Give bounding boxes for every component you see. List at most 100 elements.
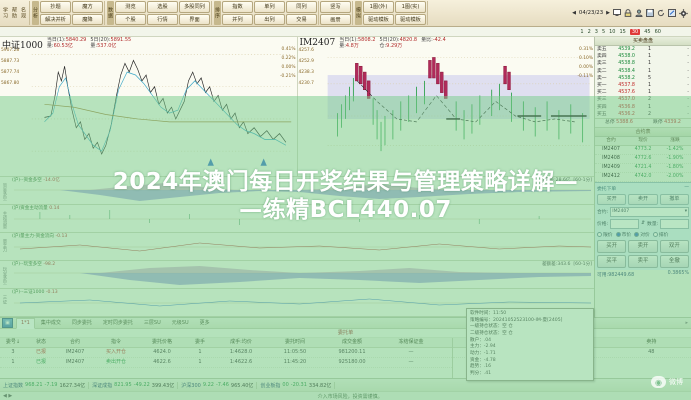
bottom-scrollbar[interactable]: ◀ ▶ 介入市场风险，投资需谨慎。 xyxy=(0,391,691,400)
refresh-icon[interactable] xyxy=(657,9,665,17)
order-mode-market[interactable]: 市价 xyxy=(615,231,631,238)
period-item-7[interactable]: 45 xyxy=(644,28,651,35)
period-item-1[interactable]: 2 xyxy=(587,28,591,35)
tab-overflow-icon[interactable]: ▸ xyxy=(685,320,688,326)
period-item-3[interactable]: 5 xyxy=(601,28,606,35)
period-item-4[interactable]: 10 xyxy=(609,28,616,35)
orderbook-bid-row[interactable]: 买五 4536.2 2- xyxy=(597,111,689,117)
order-panel-collapse-icon[interactable]: — xyxy=(684,184,689,190)
status-index-item[interactable]: 创业板指 00 -20.31 334.82亿 xyxy=(257,381,336,389)
main-area: 中证1000 当日(1):5840.29 量:60.53亿 5日(20):589… xyxy=(0,37,691,317)
toolbar-button-analysis-0[interactable]: 抄题 xyxy=(40,1,71,13)
sell-open-button[interactable]: 卖开 xyxy=(628,239,658,253)
toolbar-button-sort-1[interactable]: 并列 xyxy=(222,13,253,25)
window-icon[interactable] xyxy=(668,9,676,17)
order-tab-buy[interactable]: 买开 xyxy=(597,193,627,205)
tab-concentrated-trade[interactable]: 集中成交 xyxy=(40,319,61,326)
toolbar-button-sort-0[interactable]: 指数 xyxy=(222,1,253,13)
order-tab-cancel[interactable]: 撤单 xyxy=(659,193,689,205)
buy-open-button[interactable]: 买开 xyxy=(597,239,627,253)
toolbar-button-sim-2[interactable]: 1图(实) xyxy=(395,1,426,13)
grid-layout-icon[interactable]: ▣ xyxy=(2,318,13,328)
status-index-item[interactable]: 沪深300 9.22 -7.46 965.40亿 xyxy=(178,381,258,389)
save-icon[interactable] xyxy=(646,9,654,17)
toolbar-button-data-0[interactable]: 测览 xyxy=(115,1,146,13)
order-qty-input[interactable] xyxy=(660,218,689,229)
cancel-all-button[interactable]: 全撤 xyxy=(659,254,689,268)
period-item-8[interactable]: 60 xyxy=(654,28,661,35)
toolbar-button-analysis-1[interactable]: 解决并析 xyxy=(40,13,71,25)
tab-sync-order[interactable]: 同步委托 xyxy=(71,319,92,326)
date-prev-icon[interactable]: ◀ xyxy=(572,10,576,16)
quote-row[interactable]: IM2409 4721.4 -1.80% xyxy=(595,164,691,173)
scroll-left-icon[interactable]: ◀ ▶ xyxy=(3,393,13,399)
toolbar-vtext-1[interactable]: 帮助 xyxy=(11,7,17,19)
monitor-icon[interactable] xyxy=(613,9,621,17)
toolbar-button-sort-4[interactable]: 同列 xyxy=(286,1,317,13)
toolbar-button-sort-2[interactable]: 单列 xyxy=(254,1,285,13)
toolbar-button-sim-1[interactable]: 驱动模板 xyxy=(363,13,394,25)
tab-more[interactable]: 更多 xyxy=(199,319,210,326)
sub-panel-0[interactable]: 资金多空 (沪)--资金多空 -14.0亿 差额差:28.6亿 [60-1分] xyxy=(0,177,594,205)
toolbar-button-sim-3[interactable]: 驱动模板 xyxy=(395,13,426,25)
chevron-down-icon[interactable]: ▾ xyxy=(684,208,687,214)
quote-row[interactable]: IM2412 4742.0 -2.00% xyxy=(595,173,691,182)
order-contract-select[interactable]: IM2407 ▾ xyxy=(610,206,689,217)
toolbar-button-sim-0[interactable]: 1图(外) xyxy=(363,1,394,13)
orderbook-ask-row[interactable]: 卖三 4538.8 1- xyxy=(597,61,689,67)
sub-panel-1[interactable]: 主动流量 (沪)资金主动流量 0.14 xyxy=(0,205,594,233)
order-tab-sell[interactable]: 卖开 xyxy=(628,193,658,205)
orderbook-ask-row[interactable]: 卖一 4538.2 5- xyxy=(597,75,689,81)
gear-icon[interactable] xyxy=(679,9,688,18)
lock-icon[interactable] xyxy=(624,9,632,17)
tab-timed-sync-order[interactable]: 定时同步委托 xyxy=(102,319,133,326)
toolbar-vtext-2[interactable]: 名观 xyxy=(20,7,26,19)
tab-1x1[interactable]: 1*1 xyxy=(16,317,35,329)
order-mode-queue[interactable]: 排价 xyxy=(652,231,668,238)
sub-panel-2[interactable]: 量主力 (沪)量主力-资金流向 -0.13 xyxy=(0,233,594,261)
tab-meta-level[interactable]: 元级SU xyxy=(171,319,189,326)
toolbar-button-view-0[interactable]: 竖写 xyxy=(320,1,351,13)
period-item-selected[interactable]: 30 xyxy=(629,28,641,35)
orderbook-ask-row[interactable]: 卖二 4538.4 1- xyxy=(597,68,689,74)
orderbook-bid-row[interactable]: 买一 4537.8 1- xyxy=(597,82,689,88)
toolbar-button-sort-3[interactable]: 出列 xyxy=(254,13,285,25)
orderbook-bid-row[interactable]: 买三 4537.0 2- xyxy=(597,97,689,103)
period-item-0[interactable]: 1 xyxy=(580,28,584,35)
toolbar-button-analysis-2[interactable]: 魔方 xyxy=(72,1,103,13)
quote-row[interactable]: IM2408 4772.6 -1.90% xyxy=(595,155,691,164)
date-next-icon[interactable]: ▶ xyxy=(606,10,610,16)
toolbar-vtext-0[interactable]: 学习 xyxy=(2,7,8,19)
left-chart-pane[interactable]: 中证1000 当日(1):5840.29 量:60.53亿 5日(20):589… xyxy=(0,37,298,176)
toolbar-button-analysis-3[interactable]: 魔降 xyxy=(72,13,103,25)
orderbook-ask-row[interactable]: 卖五 4539.2 1- xyxy=(597,47,689,52)
double-open-button[interactable]: 双开 xyxy=(659,239,689,253)
tab-three-level[interactable]: 三层SU xyxy=(143,319,161,326)
buy-close-button[interactable]: 买平 xyxy=(597,254,627,268)
toolbar-button-data-1[interactable]: 个股 xyxy=(115,13,146,25)
table-row[interactable]: 3 已报 IM2407 买入开仓 4624.0 1 1:4628.0 11:05… xyxy=(0,348,452,358)
toolbar-button-data-2[interactable]: 选股 xyxy=(147,1,178,13)
order-mode-counter[interactable]: 对价 xyxy=(634,231,650,238)
toolbar-button-view-1[interactable]: 画册 xyxy=(320,13,351,25)
status-index-item[interactable]: 深证成指 821.95 -49.22 399.43亿 xyxy=(89,381,179,389)
user-icon[interactable] xyxy=(635,9,643,17)
order-mode-limit[interactable]: 限价 xyxy=(597,231,613,238)
toolbar-button-sort-5[interactable]: 交易 xyxy=(286,13,317,25)
order-price-input[interactable] xyxy=(610,218,639,229)
sell-close-button[interactable]: 卖平 xyxy=(628,254,658,268)
quote-row[interactable]: IM2407 4773.2 -1.42% xyxy=(595,146,691,155)
sub-panel-3[interactable]: 玩宝多空 (沪)--玩宝多空 -98.2 差额差:343.6 [60-1分] xyxy=(0,261,594,289)
period-item-2[interactable]: 3 xyxy=(594,28,598,35)
toolbar-button-data-3[interactable]: 行情 xyxy=(147,13,178,25)
stepper-icon[interactable]: ⇵ xyxy=(640,221,646,227)
right-chart-pane[interactable]: IM2407 当日(1):5808.2 量:4.8万 5日(20):4820.8… xyxy=(297,37,594,176)
orderbook-bid-row[interactable]: 买二 4537.6 1- xyxy=(597,90,689,96)
period-item-5[interactable]: 15 xyxy=(619,28,626,35)
orderbook-bid-row[interactable]: 买四 4536.8 1- xyxy=(597,104,689,110)
orderbook-ask-row[interactable]: 卖四 4538.0 1- xyxy=(597,54,689,60)
toolbar-button-data-5[interactable]: 界面 xyxy=(179,13,210,25)
toolbar-button-data-4[interactable]: 多股同列 xyxy=(179,1,210,13)
status-index-item[interactable]: 上证指数 968.21 -7.19 1627.34亿 xyxy=(0,381,90,389)
table-row[interactable]: 1 已报 IM2407 卖出开仓 4622.6 1 1:4622.6 11:45… xyxy=(0,358,452,368)
